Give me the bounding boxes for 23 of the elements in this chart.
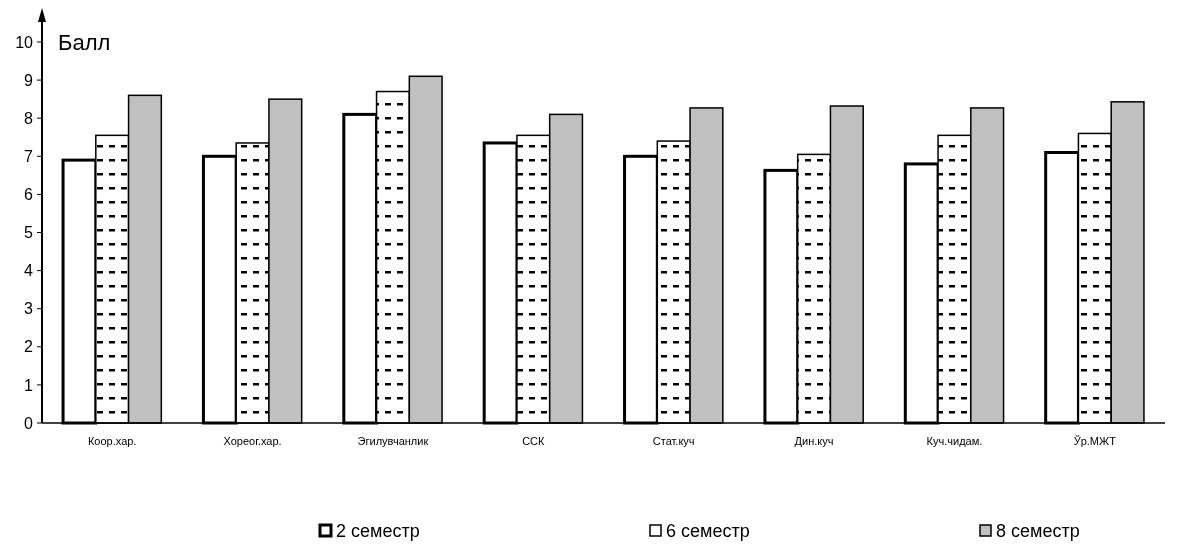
y-tick-label: 1 bbox=[24, 376, 34, 394]
legend-label: 2 семестр bbox=[336, 521, 420, 542]
x-tick-label: Коор.хар. bbox=[87, 435, 137, 447]
y-tick-label: 6 bbox=[24, 186, 34, 203]
x-tick-label: ССК bbox=[522, 435, 546, 447]
x-tick-label: Дин.куч bbox=[794, 435, 834, 447]
legend-label: 6 семестр bbox=[666, 521, 750, 542]
y-axis-title: Балл bbox=[58, 30, 111, 55]
y-tick-label: 0 bbox=[24, 414, 34, 432]
x-tick-label: Эгилувчанлик bbox=[357, 435, 429, 447]
x-tick-label: Ўр.МЖТ bbox=[1073, 435, 1117, 447]
y-tick-label: 4 bbox=[24, 262, 34, 280]
x-tick-label: Стат.куч bbox=[652, 435, 695, 447]
y-tick-label: 8 bbox=[24, 109, 34, 127]
legend-label: 8 семестр bbox=[996, 521, 1080, 542]
y-tick-label: 7 bbox=[24, 147, 34, 165]
y-tick-label: 10 bbox=[15, 33, 34, 51]
y-tick-label: 2 bbox=[24, 338, 34, 356]
y-tick-label: 5 bbox=[24, 224, 34, 242]
x-tick-label: Куч.чидам. bbox=[926, 435, 983, 447]
x-tick-label: Хореог.хар. bbox=[223, 435, 282, 447]
y-tick-label: 9 bbox=[24, 71, 34, 89]
y-tick-label: 3 bbox=[24, 300, 34, 318]
